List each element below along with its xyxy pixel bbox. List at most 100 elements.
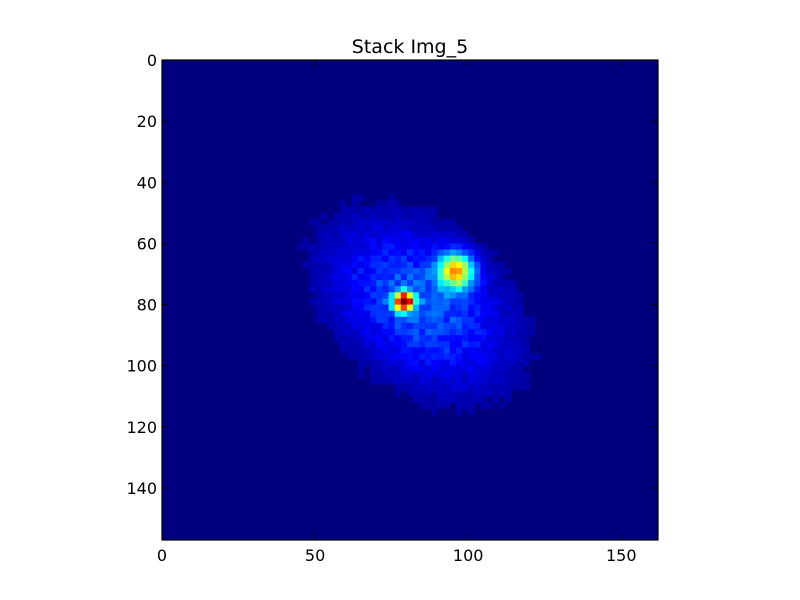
- heatmap-cell: [419, 316, 426, 324]
- heatmap-cell: [443, 402, 451, 409]
- heatmap-cell: [480, 347, 487, 354]
- heatmap-cell: [437, 390, 445, 397]
- heatmap-cell: [413, 267, 420, 275]
- heatmap-cell: [351, 298, 359, 305]
- heatmap-cell: [370, 371, 377, 379]
- heatmap-cell: [449, 371, 457, 379]
- heatmap-cell: [308, 286, 316, 293]
- heatmap-cell: [333, 237, 340, 244]
- heatmap-cell: [492, 390, 500, 397]
- heatmap-cell: [425, 286, 432, 293]
- heatmap-cell: [517, 371, 524, 379]
- heatmap-cell: [351, 304, 359, 312]
- heatmap-cell: [376, 267, 383, 275]
- heatmap-cell: [370, 322, 377, 330]
- heatmap-cell: [333, 243, 340, 250]
- heatmap-cell: [357, 218, 365, 226]
- heatmap-cell: [492, 341, 500, 348]
- y-tick-label: 140: [126, 479, 157, 498]
- heatmap-cell: [382, 267, 389, 275]
- heatmap-cell: [388, 365, 396, 373]
- heatmap-cell: [406, 237, 414, 244]
- heatmap-cell: [511, 292, 518, 299]
- heatmap-cell: [431, 267, 438, 275]
- heatmap-cell: [419, 353, 426, 361]
- heatmap-cell: [357, 249, 365, 257]
- heatmap-cell: [394, 206, 402, 214]
- heatmap-cell: [449, 231, 457, 238]
- heatmap-cell: [468, 316, 475, 324]
- plot-frame: [161, 59, 659, 541]
- heatmap-cell: [462, 274, 469, 281]
- heatmap-cell: [529, 322, 536, 330]
- heatmap-cell: [345, 329, 353, 336]
- heatmap-cell: [370, 218, 377, 226]
- heatmap-cell: [339, 255, 347, 263]
- heatmap-cell: [339, 304, 347, 312]
- heatmap-cell: [517, 329, 524, 336]
- heatmap-cell: [351, 218, 359, 226]
- heatmap-cell: [455, 408, 463, 416]
- heatmap-cell: [394, 286, 402, 293]
- heatmap-cell: [449, 249, 457, 257]
- heatmap-cell: [400, 218, 408, 226]
- heatmap-cell: [376, 243, 383, 250]
- heatmap-cell: [425, 402, 432, 409]
- heatmap-cell: [474, 304, 481, 312]
- heatmap-cell: [406, 261, 414, 269]
- heatmap-cell: [376, 310, 383, 318]
- heatmap-cell: [504, 353, 512, 361]
- heatmap-cell: [437, 237, 445, 244]
- heatmap-cell: [511, 365, 518, 373]
- heatmap-cell: [333, 304, 340, 312]
- heatmap-cell: [382, 298, 389, 305]
- heatmap-cell: [437, 249, 445, 257]
- heatmap-cell: [419, 310, 426, 318]
- heatmap-cell: [394, 341, 402, 348]
- heatmap-cell: [413, 396, 420, 403]
- heatmap-cell: [431, 261, 438, 269]
- heatmap-cell: [492, 396, 500, 403]
- heatmap-cell: [394, 280, 402, 287]
- heatmap-cell: [443, 310, 451, 318]
- heatmap-cell: [351, 194, 359, 202]
- heatmap-cell: [504, 322, 512, 330]
- heatmap-cell: [419, 402, 426, 409]
- heatmap-cell: [419, 206, 426, 214]
- heatmap-cell: [413, 274, 420, 281]
- heatmap-cell: [339, 286, 347, 293]
- heatmap-cell: [425, 335, 432, 342]
- heatmap-cell: [504, 267, 512, 275]
- heatmap-cell: [382, 347, 389, 354]
- heatmap-cell: [462, 255, 469, 263]
- heatmap-cell: [388, 225, 396, 232]
- heatmap-cell: [425, 347, 432, 354]
- heatmap-cell: [376, 359, 383, 367]
- heatmap-cell: [370, 359, 377, 367]
- heatmap-cell: [425, 206, 432, 214]
- heatmap-cell: [351, 237, 359, 244]
- heatmap-cell: [357, 359, 365, 367]
- y-tick-label: 20: [137, 112, 157, 131]
- heatmap-cell: [504, 365, 512, 373]
- heatmap-cell: [400, 384, 408, 391]
- heatmap-cell: [413, 249, 420, 257]
- heatmap-cell: [364, 267, 371, 275]
- heatmap-cell: [504, 377, 512, 385]
- heatmap-cell: [511, 335, 518, 342]
- heatmap-cell: [468, 274, 475, 281]
- heatmap-cell: [455, 402, 463, 409]
- heatmap-cell: [511, 371, 518, 379]
- heatmap-cell: [351, 261, 359, 269]
- heatmap-cell: [474, 286, 481, 293]
- heatmap-cell: [394, 304, 402, 312]
- heatmap-cell: [388, 292, 396, 299]
- heatmap-cell: [425, 267, 432, 275]
- heatmap-cell: [388, 347, 396, 354]
- heatmap-cell: [394, 255, 402, 263]
- heatmap-cell: [321, 212, 328, 220]
- heatmap-cell: [370, 298, 377, 305]
- heatmap-cell: [388, 231, 396, 238]
- heatmap-cell: [437, 316, 445, 324]
- heatmap-cell: [449, 310, 457, 318]
